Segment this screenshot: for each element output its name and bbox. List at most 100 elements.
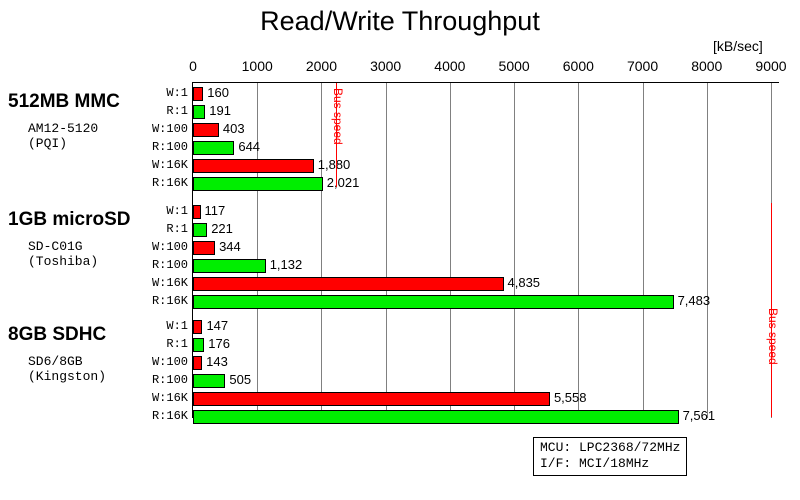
bar-value-label: 117 [204,203,226,218]
gridline-2000 [321,82,323,418]
bar-value-label: 221 [211,221,233,236]
bar-row: R:1 221 [166,221,771,237]
bar-value-label: 403 [222,121,245,136]
gridline-8000 [706,82,708,418]
bar-value-label: 644 [238,139,261,154]
chart-title: Read/Write Throughput [260,6,540,36]
x-tick-label: 6000 [562,58,594,74]
bar-row-label: W:16K [151,158,188,172]
bar-row-label: R:100 [151,258,188,272]
bar-row: R:16K 7,483 [152,293,771,309]
bar-value-label: 191 [209,103,231,118]
bar-write [193,205,201,219]
bar-row: R:16K 7,561 [152,408,771,424]
group-subtitle: SD6/8GB (Kingston) [28,354,106,384]
x-tick-label: 4000 [434,58,466,74]
bar-row-label: R:100 [151,140,188,154]
bar-row: W:100 143 [152,354,771,370]
bar-row: R:1 191 [166,103,771,119]
bar-value-label: 1,880 [317,157,351,172]
bar-row-label: W:1 [166,319,188,333]
bus-speed-label: Bus speed [766,308,780,365]
bar-write [193,356,203,370]
bar-row-label: W:1 [166,204,188,218]
bar-row: W:1 147 [166,319,771,334]
bar-read [193,141,235,155]
bar-row-label: R:16K [151,176,188,190]
bar-row: R:16K 2,021 [152,175,771,191]
bar-read [193,374,226,388]
group-title: 1GB microSD [8,209,131,230]
bar-value-label: 2,021 [326,175,360,190]
bar-read [193,105,206,119]
bar-row-label: W:100 [151,122,188,136]
bar-row-label: R:1 [166,337,188,351]
bus-speed-label: Bus speed [331,88,346,145]
x-tick-label: 7000 [626,58,659,74]
bar-read [193,177,323,191]
bar-read [193,410,679,424]
gridline-3000 [385,82,387,418]
bar-row-label: R:100 [151,373,188,387]
gridline-1000 [257,82,259,418]
gridline-7000 [642,82,644,418]
axis-unit-label: [kB/sec] [713,38,763,54]
group-model: SD6/8GB [28,354,83,369]
bar-value-label: 5,558 [553,390,587,405]
footnote-line-interface: I/F: MCI/18MHz [540,456,650,471]
footnote-box: MCU: LPC2368/72MHz I/F: MCI/18MHz [533,437,688,476]
bar-row: W:16K 1,880 [152,157,771,173]
bar-value-label: 176 [208,336,230,351]
gridline-4000 [449,82,451,418]
bar-write [193,241,216,255]
bar-row-label: W:16K [151,391,188,405]
x-axis-line [193,82,779,83]
bar-value-label: 143 [206,354,228,369]
group-vendor: (Kingston) [28,369,107,384]
bar-value-label: 7,561 [682,408,716,423]
group-title: 512MB MMC [8,91,120,112]
bar-row-label: R:16K [151,294,188,308]
bar-row: R:100 505 [152,372,771,388]
bar-write [193,123,219,137]
x-tick-label: 8000 [691,58,723,74]
y-axis-line [192,82,193,418]
group-subtitle: AM12-5120 (PQI) [28,121,98,151]
group-vendor: (PQI) [28,136,68,151]
bar-value-label: 160 [207,85,229,100]
bar-row: R:100 1,132 [152,258,771,273]
bar-read [193,295,674,309]
gridline-6000 [578,82,580,418]
bar-row-label: W:1 [166,86,188,100]
bar-row-label: R:1 [166,222,188,236]
bar-write [193,320,203,334]
bar-row: R:100 644 [152,139,771,155]
bar-read [193,259,266,273]
bar-row: W:1 117 [166,203,771,219]
bar-row-label: W:16K [151,276,188,290]
x-tick-label: 5000 [498,58,530,74]
bar-value-label: 505 [229,372,252,387]
group-subtitle: SD-C01G (Toshiba) [28,239,98,269]
bar-write [193,277,504,291]
bar-value-label: 4,835 [507,275,541,290]
bar-row-label: R:16K [151,409,188,423]
gridline-5000 [514,82,516,418]
bar-write [193,87,204,101]
bus-speed-line [336,83,338,187]
x-tick-label: 3000 [370,58,402,74]
group-title: 8GB SDHC [8,324,107,345]
bar-row: W:100 403 [152,121,771,137]
bar-row-label: W:100 [151,355,188,369]
x-tick-label: 9000 [755,58,787,74]
bar-row: W:1 160 [166,85,771,101]
x-tick-label: 2000 [305,58,338,74]
bar-write [193,392,550,406]
bus-speed-line [771,203,772,417]
group-model: SD-C01G [28,239,83,254]
bar-row: R:1 176 [166,336,771,352]
x-tick-label: 1000 [241,58,273,74]
bar-value-label: 344 [219,239,241,254]
bar-value-label: 7,483 [677,293,711,308]
